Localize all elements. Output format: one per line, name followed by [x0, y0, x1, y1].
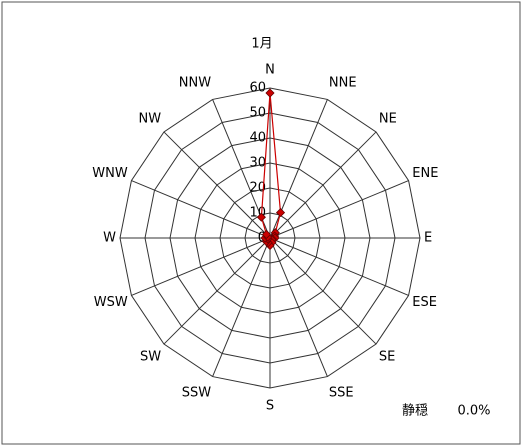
point-marker — [275, 208, 286, 218]
direction-label: N — [265, 63, 275, 78]
direction-label: E — [424, 231, 432, 246]
direction-label: SSE — [329, 386, 354, 401]
calm-label: 静穏 — [402, 404, 428, 419]
spoke — [163, 131, 271, 239]
spoke — [269, 237, 377, 345]
direction-label: S — [266, 399, 274, 414]
r-tick-label: 40 — [249, 131, 266, 146]
r-tick-label: 20 — [249, 181, 266, 196]
spoke — [163, 237, 271, 345]
direction-label: W — [103, 231, 116, 246]
direction-label: WNW — [92, 166, 128, 181]
direction-label: ENE — [412, 166, 438, 181]
spoke — [131, 237, 271, 296]
point-marker — [265, 88, 275, 98]
direction-label: NE — [379, 112, 397, 127]
spoke — [269, 237, 328, 377]
direction-label: SW — [140, 349, 161, 364]
calm-value: 0.0% — [457, 404, 490, 419]
r-tick-label: 30 — [249, 156, 266, 171]
direction-label: NNE — [329, 75, 357, 90]
point-marker — [256, 212, 266, 222]
direction-label: NW — [139, 112, 162, 127]
spoke — [212, 237, 271, 377]
chart-title: 1月 — [251, 37, 272, 52]
direction-label: WSW — [94, 295, 128, 310]
spoke — [131, 180, 271, 239]
spoke — [269, 180, 409, 239]
point-marker — [261, 229, 272, 240]
spoke — [269, 237, 409, 296]
r-tick-label: 50 — [249, 106, 266, 121]
spoke — [269, 131, 377, 239]
r-tick-label: 60 — [249, 81, 266, 96]
direction-label: NNW — [179, 75, 211, 90]
direction-label: ESE — [412, 295, 437, 310]
direction-label: SSW — [182, 386, 212, 401]
direction-label: SE — [379, 349, 395, 364]
